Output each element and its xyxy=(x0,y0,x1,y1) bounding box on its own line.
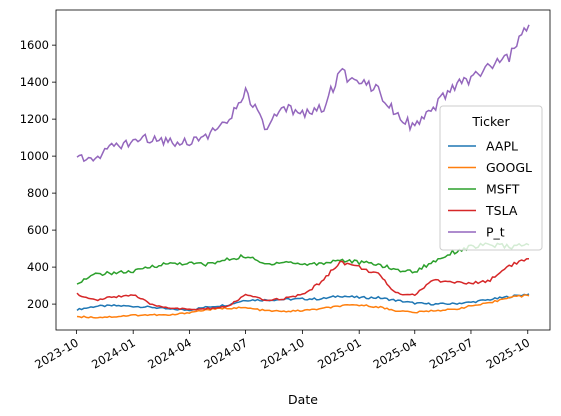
x-tick-label: 2024-10 xyxy=(258,335,307,371)
y-axis: 200 400 600 800 1000 1200 1400 1600 xyxy=(20,38,56,311)
y-tick-label: 1000 xyxy=(20,149,49,163)
legend-label: P_t xyxy=(486,225,505,240)
x-tick-label: 2024-04 xyxy=(145,335,194,371)
x-tick-label: 2025-04 xyxy=(371,335,420,371)
y-tick-label: 200 xyxy=(27,297,49,311)
legend-label: AAPL xyxy=(486,139,518,154)
y-tick-label: 1600 xyxy=(20,38,49,52)
legend-label: MSFT xyxy=(486,182,520,197)
legend-box xyxy=(439,105,543,251)
y-tick-label: 1400 xyxy=(20,75,49,89)
plot-frame xyxy=(55,9,551,331)
series-lines xyxy=(76,24,530,319)
legend-label: TSLA xyxy=(485,203,518,218)
legend-label: GOOGL xyxy=(486,160,532,175)
legend: Ticker AAPL GOOGL MSFT TSLA P_t xyxy=(439,105,543,251)
x-tick-label: 2023-10 xyxy=(32,335,81,371)
y-tick-label: 800 xyxy=(27,186,49,200)
x-tick-label: 2025-10 xyxy=(484,335,533,371)
x-tick-label: 2024-01 xyxy=(89,335,138,371)
series-line-googl xyxy=(76,294,530,319)
series-line-tsla xyxy=(76,258,530,311)
legend-title: Ticker xyxy=(471,114,510,129)
x-tick-label: 2025-01 xyxy=(315,335,364,371)
y-tick-label: 1200 xyxy=(20,112,49,126)
x-axis: 2023-10 2024-01 2024-04 2024-07 2024-10 2025-… xyxy=(32,330,532,372)
y-tick-label: 600 xyxy=(27,223,49,237)
series-line-aapl xyxy=(76,293,530,312)
y-tick-label: 400 xyxy=(27,260,49,274)
x-axis-title: Date xyxy=(288,392,318,407)
series-line-p-t xyxy=(76,24,530,163)
x-tick-label: 2025-07 xyxy=(427,335,476,371)
x-tick-label: 2024-07 xyxy=(201,335,250,371)
